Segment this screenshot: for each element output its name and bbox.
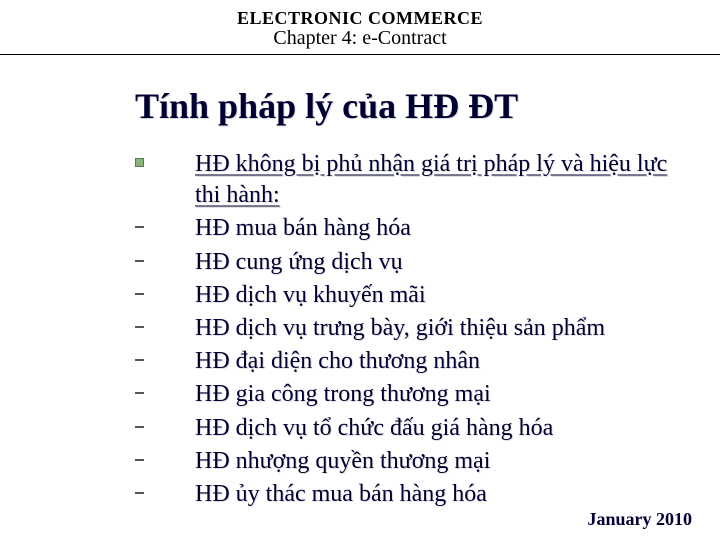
course-title: ELECTRONIC COMMERCE [0, 8, 720, 29]
dash-bullet-icon [135, 446, 195, 461]
dash-bullet-icon [135, 213, 195, 228]
list-item: HĐ mua bán hàng hóa [135, 213, 720, 244]
list-item: HĐ gia công trong thương mại [135, 379, 720, 410]
slide-title: Tính pháp lý của HĐ ĐT [135, 85, 720, 127]
list-item-text: HĐ dịch vụ khuyến mãi [195, 280, 426, 311]
list-item: HĐ dịch vụ tổ chức đấu giá hàng hóa [135, 413, 720, 444]
list-item-text: HĐ nhượng quyền thương mại [195, 446, 490, 477]
dash-bullet-icon [135, 313, 195, 328]
dash-bullet-icon [135, 280, 195, 295]
footer-date: January 2010 [587, 509, 692, 530]
dash-bullet-icon [135, 346, 195, 361]
list-item-text: HĐ gia công trong thương mại [195, 379, 491, 410]
list-item: HĐ dịch vụ khuyến mãi [135, 280, 720, 311]
dash-bullet-icon [135, 247, 195, 262]
list-item-text: HĐ đại diện cho thương nhân [195, 346, 480, 377]
list-item-text: HĐ không bị phủ nhận giá trị pháp lý và … [195, 149, 675, 211]
header-divider [0, 54, 720, 55]
list-item-text: HĐ ủy thác mua bán hàng hóa [195, 479, 487, 510]
square-bullet-icon [135, 149, 195, 167]
content-list: HĐ không bị phủ nhận giá trị pháp lý và … [135, 149, 720, 510]
list-item-text: HĐ dịch vụ tổ chức đấu giá hàng hóa [195, 413, 553, 444]
list-item: HĐ không bị phủ nhận giá trị pháp lý và … [135, 149, 720, 211]
chapter-title: Chapter 4: e-Contract [0, 27, 720, 50]
dash-bullet-icon [135, 413, 195, 428]
list-item: HĐ nhượng quyền thương mại [135, 446, 720, 477]
slide-header: ELECTRONIC COMMERCE Chapter 4: e-Contrac… [0, 0, 720, 50]
list-item-text: HĐ cung ứng dịch vụ [195, 247, 403, 278]
list-item-text: HĐ mua bán hàng hóa [195, 213, 411, 244]
list-item-text: HĐ dịch vụ trưng bày, giới thiệu sản phẩ… [195, 313, 605, 344]
list-item: HĐ dịch vụ trưng bày, giới thiệu sản phẩ… [135, 313, 720, 344]
list-item: HĐ cung ứng dịch vụ [135, 247, 720, 278]
list-item: HĐ ủy thác mua bán hàng hóa [135, 479, 720, 510]
list-item: HĐ đại diện cho thương nhân [135, 346, 720, 377]
dash-bullet-icon [135, 479, 195, 494]
dash-bullet-icon [135, 379, 195, 394]
